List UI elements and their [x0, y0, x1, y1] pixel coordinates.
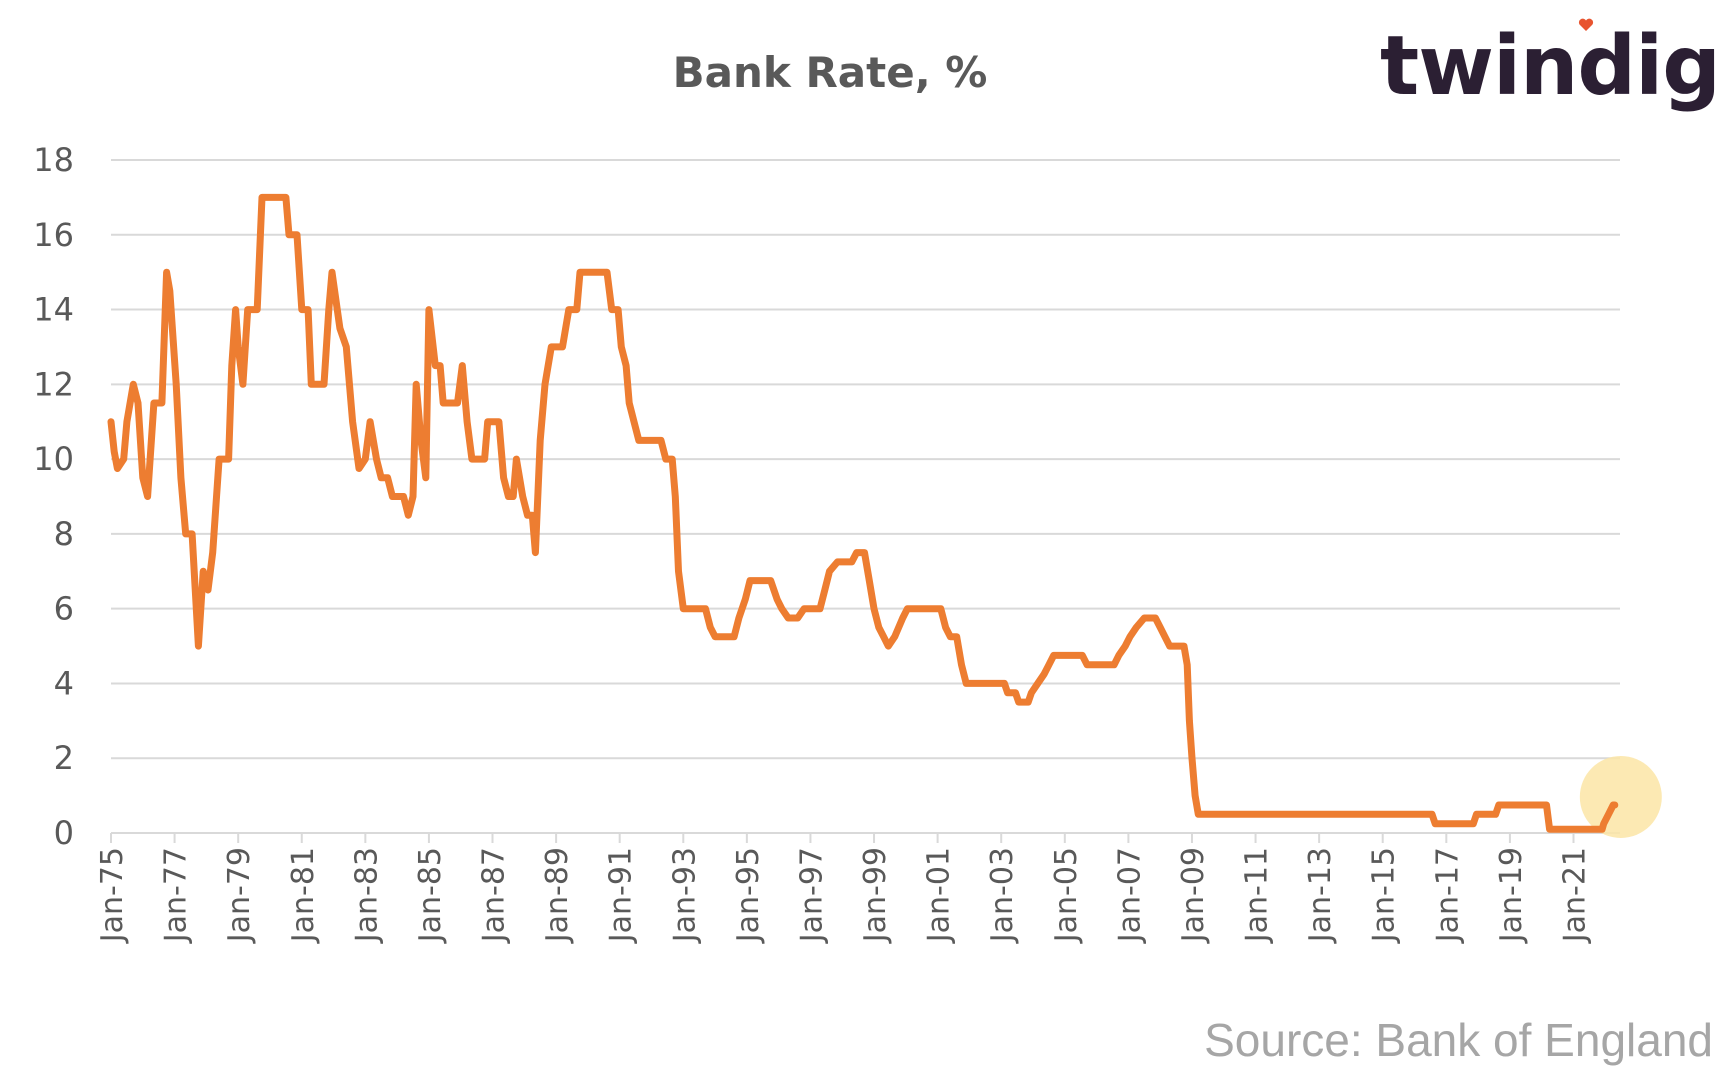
y-tick-label: 6 [54, 590, 74, 628]
x-tick-label: Jan-11 [1240, 847, 1275, 944]
series-layer [107, 193, 1619, 833]
x-tick-label: Jan-07 [1112, 847, 1147, 944]
x-tick-label: Jan-91 [604, 847, 639, 944]
x-tick-label: Jan-01 [922, 847, 957, 944]
y-tick-label: 0 [54, 814, 74, 852]
x-tick-label: Jan-79 [222, 847, 257, 944]
gridlines [111, 159, 1620, 760]
x-tick-label: Jan-93 [667, 847, 702, 944]
x-tick-label: Jan-77 [159, 847, 194, 944]
twindig-logo: twindig [1380, 19, 1721, 114]
x-tick-label: Jan-95 [731, 847, 766, 944]
y-tick-label: 8 [54, 515, 74, 553]
series-line-bank-rate [107, 193, 1619, 833]
x-tick-label: Jan-09 [1176, 847, 1211, 944]
y-tick-label: 10 [33, 440, 74, 478]
y-tick-label: 4 [54, 664, 74, 702]
x-tick-label: Jan-85 [413, 847, 448, 944]
x-tick-label: Jan-15 [1367, 847, 1402, 944]
x-tick-label: Jan-97 [794, 847, 829, 944]
x-tick-label: Jan-21 [1557, 847, 1592, 944]
x-axis [110, 832, 1620, 843]
latest-value-highlight [1579, 755, 1662, 838]
y-tick-label: 16 [33, 216, 74, 254]
x-axis-ticks: Jan-75 Jan-77 Jan-79 Jan-81 Jan-83 Jan-85 Jan-… [95, 847, 1592, 944]
heart-icon [1578, 18, 1594, 31]
x-tick-label: Jan-13 [1303, 847, 1338, 944]
x-tick-label: Jan-83 [349, 847, 384, 944]
highlight-circle [1579, 755, 1662, 838]
y-axis-ticks: 0 2 4 6 8 10 12 14 16 18 [33, 141, 74, 852]
x-tick-label: Jan-19 [1494, 847, 1529, 944]
x-tick-label: Jan-87 [477, 847, 512, 944]
x-tick-label: Jan-99 [858, 847, 893, 944]
x-tick-label: Jan-05 [1049, 847, 1084, 944]
chart-title: Bank Rate, % [673, 48, 988, 97]
y-tick-label: 2 [54, 739, 74, 777]
x-tick-label: Jan-17 [1430, 847, 1465, 944]
x-tick-label: Jan-89 [540, 847, 575, 944]
y-tick-label: 18 [33, 141, 74, 179]
x-tick-label: Jan-03 [985, 847, 1020, 944]
source-note: Source: Bank of England [1204, 1014, 1713, 1066]
y-tick-label: 14 [33, 291, 74, 329]
y-tick-label: 12 [33, 365, 74, 403]
x-tick-label: Jan-81 [286, 847, 321, 944]
x-tick-label: Jan-75 [95, 847, 130, 944]
